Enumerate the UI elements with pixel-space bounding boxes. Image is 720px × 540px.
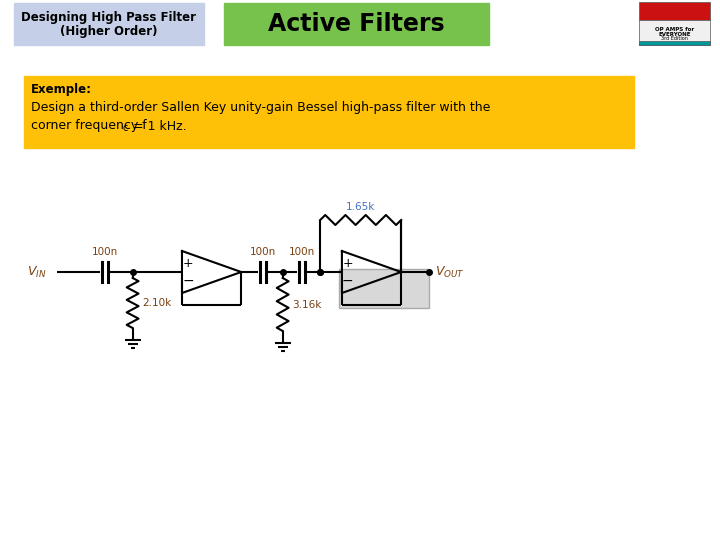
Text: +: + <box>183 256 193 269</box>
Bar <box>225 3 489 45</box>
Bar <box>639 2 710 20</box>
Text: 1.65k: 1.65k <box>346 202 375 212</box>
Text: −: − <box>342 274 354 288</box>
Bar <box>14 3 204 45</box>
Text: 100n: 100n <box>92 247 118 257</box>
Text: (Higher Order): (Higher Order) <box>60 24 158 37</box>
Bar <box>24 76 634 148</box>
Bar <box>639 20 710 45</box>
Text: −: − <box>182 274 194 288</box>
Text: Designing High Pass Filter: Designing High Pass Filter <box>22 10 197 24</box>
Text: Exemple:: Exemple: <box>31 84 92 97</box>
Text: $V_{IN}$: $V_{IN}$ <box>27 265 46 280</box>
Text: Design a third-order Sallen Key unity-gain Bessel high-pass filter with the: Design a third-order Sallen Key unity-ga… <box>31 102 490 114</box>
Text: 3rd Edition: 3rd Edition <box>661 36 688 40</box>
Text: c: c <box>122 123 128 133</box>
Text: 3.16k: 3.16k <box>292 300 322 309</box>
Text: 2.10k: 2.10k <box>143 298 172 308</box>
Text: $V_{OUT}$: $V_{OUT}$ <box>435 265 464 280</box>
Text: 100n: 100n <box>289 247 315 257</box>
Text: corner frequency f: corner frequency f <box>31 119 147 132</box>
Text: 100n: 100n <box>250 247 276 257</box>
Text: Active Filters: Active Filters <box>269 12 445 36</box>
Text: +: + <box>343 256 353 269</box>
Bar <box>339 269 429 308</box>
Bar <box>639 41 710 45</box>
Text: OP AMPS for
EVERYONE: OP AMPS for EVERYONE <box>655 26 694 37</box>
Text: = 1 kHz.: = 1 kHz. <box>129 119 186 132</box>
